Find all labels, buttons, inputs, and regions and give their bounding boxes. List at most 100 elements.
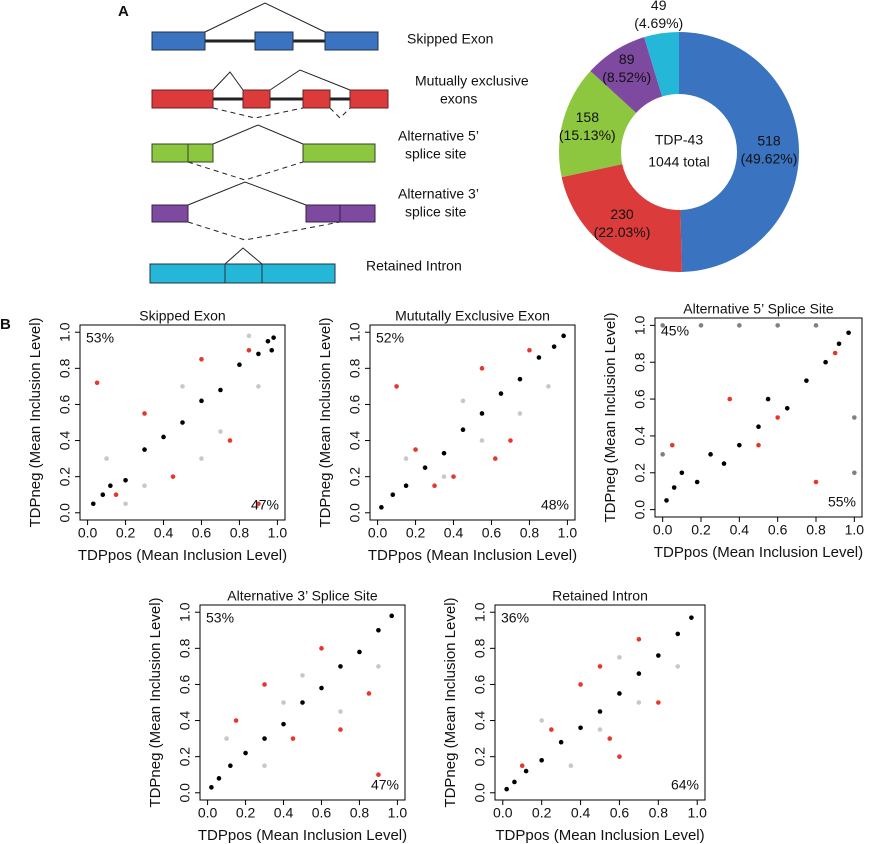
y-tick-label: 0.8 xyxy=(632,352,648,372)
point xyxy=(390,492,396,498)
point xyxy=(669,442,675,448)
annotation: 53% xyxy=(206,610,234,626)
x-tick-label: 0.6 xyxy=(768,522,788,538)
point xyxy=(660,323,665,328)
point xyxy=(679,470,685,476)
point xyxy=(517,376,523,382)
y-tick-label: 1.0 xyxy=(632,315,648,335)
point xyxy=(721,461,727,466)
point xyxy=(199,398,204,404)
x-tick-label: 0.6 xyxy=(610,805,630,821)
point xyxy=(546,384,551,389)
x-tick-label: 0.0 xyxy=(368,525,388,541)
y-tick-label: 0.2 xyxy=(472,747,488,767)
slice-value: 89 xyxy=(619,51,635,67)
point xyxy=(338,727,343,732)
point xyxy=(227,438,233,443)
y-axis-label: TDPneg (Mean Inclusion Level) xyxy=(27,317,44,527)
plot-title: Alternative 5’ Splice Site xyxy=(683,301,834,317)
exon xyxy=(302,143,376,163)
point xyxy=(199,456,204,461)
point xyxy=(379,505,384,510)
point xyxy=(636,671,642,676)
point xyxy=(597,664,603,669)
point xyxy=(90,501,96,507)
x-tick-label: 0.4 xyxy=(571,805,591,821)
point xyxy=(756,424,761,430)
slice-percent: (22.03%) xyxy=(594,224,651,240)
event-label: exons xyxy=(440,91,477,107)
exon xyxy=(242,89,271,109)
y-tick-label: 0.0 xyxy=(632,500,648,520)
x-axis-label: TDPpos (Mean Inclusion Level) xyxy=(368,547,577,564)
x-tick-label: 0.0 xyxy=(653,522,673,538)
point xyxy=(338,709,343,714)
splicing-diagrams: A B Skipped Exon Mutually exclusive exon… xyxy=(0,2,529,333)
point xyxy=(737,442,742,448)
point xyxy=(199,357,204,362)
point xyxy=(479,366,485,371)
y-tick-label: 0.2 xyxy=(177,747,193,767)
donut-slice xyxy=(590,37,663,113)
exon xyxy=(324,31,379,51)
point xyxy=(216,776,222,781)
point xyxy=(269,347,275,353)
point xyxy=(376,772,381,778)
point xyxy=(492,456,498,461)
junction xyxy=(212,71,244,91)
point xyxy=(512,779,517,785)
y-tick-label: 0.0 xyxy=(347,503,363,523)
point xyxy=(319,685,324,691)
point xyxy=(432,483,437,488)
point xyxy=(597,709,603,714)
y-tick-label: 0.4 xyxy=(177,711,193,731)
y-tick-label: 0.4 xyxy=(57,431,73,451)
point xyxy=(403,483,409,488)
point xyxy=(756,442,761,448)
point xyxy=(142,447,147,452)
event-label: splice site xyxy=(405,204,467,220)
slice-value: 518 xyxy=(757,133,781,149)
point xyxy=(209,785,214,790)
x-tick-label: 0.8 xyxy=(350,805,370,821)
x-tick-label: 0.4 xyxy=(444,525,464,541)
junction xyxy=(187,161,304,181)
point xyxy=(694,479,700,485)
y-axis-label: TDPneg (Mean Inclusion Level) xyxy=(317,317,334,527)
exon xyxy=(339,204,376,223)
point xyxy=(479,438,485,443)
donut-slice xyxy=(644,32,679,97)
point xyxy=(94,380,100,386)
point xyxy=(656,700,661,705)
point xyxy=(846,330,851,336)
x-tick-label: 0.8 xyxy=(520,525,540,541)
plot-frame xyxy=(199,604,406,801)
y-tick-label: 0.2 xyxy=(347,467,363,487)
slice-percent: (8.52%) xyxy=(602,69,651,85)
x-tick-label: 0.2 xyxy=(691,522,711,538)
point xyxy=(170,474,176,479)
annotation: 48% xyxy=(541,497,569,513)
y-tick-label: 0.4 xyxy=(632,426,648,446)
x-axis-label: TDPpos (Mean Inclusion Level) xyxy=(495,827,704,844)
y-tick-label: 0.8 xyxy=(177,638,193,658)
x-axis-label: TDPpos (Mean Inclusion Level) xyxy=(654,544,863,561)
annotation: 47% xyxy=(371,777,399,793)
y-tick-label: 0.0 xyxy=(57,503,73,523)
panel-label: B xyxy=(0,316,11,333)
point xyxy=(617,655,622,660)
point xyxy=(813,323,819,328)
point xyxy=(660,452,665,457)
x-tick-label: 0.0 xyxy=(198,805,218,821)
point xyxy=(656,653,661,658)
x-tick-label: 0.8 xyxy=(230,525,250,541)
event-label: Alternative 3’ xyxy=(398,186,479,202)
x-axis-label: TDPpos (Mean Inclusion Level) xyxy=(198,827,407,844)
point xyxy=(366,691,372,696)
point xyxy=(479,411,485,416)
point xyxy=(561,333,566,339)
point xyxy=(142,483,147,488)
plot-frame xyxy=(369,324,576,521)
x-axis-label: TDPpos (Mean Inclusion Level) xyxy=(78,547,287,564)
